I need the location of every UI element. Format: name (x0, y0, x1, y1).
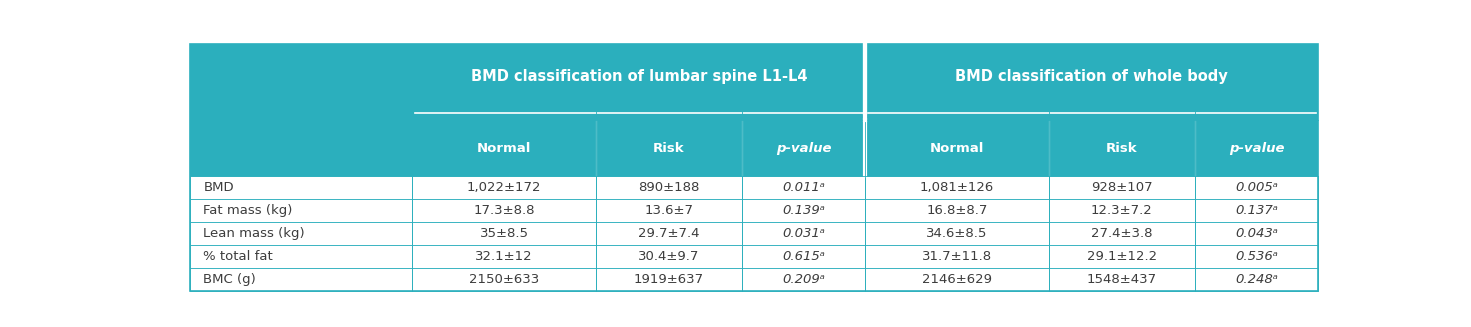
Bar (741, 245, 865, 268)
Text: 0.248ᵃ: 0.248ᵃ (1236, 273, 1278, 286)
Text: 16.8±8.7: 16.8±8.7 (927, 204, 987, 217)
Text: 0.043ᵃ: 0.043ᵃ (1236, 227, 1278, 240)
Bar (190, 245, 412, 268)
Bar (1194, 177, 1318, 199)
Bar (412, 44, 865, 120)
Bar (190, 177, 412, 199)
Bar (596, 245, 741, 268)
Bar (412, 268, 596, 291)
Bar (741, 222, 865, 245)
Bar (741, 199, 865, 222)
Bar (412, 245, 596, 268)
Text: 0.005ᵃ: 0.005ᵃ (1236, 181, 1278, 195)
Text: % total fat: % total fat (203, 250, 274, 263)
Bar (596, 177, 741, 199)
Text: Normal: Normal (930, 142, 984, 155)
Text: 0.209ᵃ: 0.209ᵃ (783, 273, 825, 286)
Text: 1,022±172: 1,022±172 (466, 181, 541, 195)
Text: 1919±637: 1919±637 (634, 273, 705, 286)
Bar (741, 177, 865, 199)
Bar (596, 268, 741, 291)
Bar (865, 245, 1049, 268)
Bar (865, 268, 1049, 291)
Bar (412, 199, 596, 222)
Bar (1194, 268, 1318, 291)
Text: 13.6±7: 13.6±7 (644, 204, 693, 217)
Bar (741, 120, 865, 177)
Text: 35±8.5: 35±8.5 (480, 227, 528, 240)
Text: Lean mass (kg): Lean mass (kg) (203, 227, 304, 240)
Text: 27.4±3.8: 27.4±3.8 (1091, 227, 1153, 240)
Bar (596, 120, 741, 177)
Bar (1194, 222, 1318, 245)
Bar (741, 268, 865, 291)
Text: 12.3±7.2: 12.3±7.2 (1091, 204, 1153, 217)
Bar (412, 222, 596, 245)
Text: Risk: Risk (653, 142, 684, 155)
Bar (1049, 222, 1194, 245)
Text: BMC (g): BMC (g) (203, 273, 256, 286)
Bar (1194, 245, 1318, 268)
Text: BMD: BMD (203, 181, 234, 195)
Text: 34.6±8.5: 34.6±8.5 (927, 227, 987, 240)
Text: 0.031ᵃ: 0.031ᵃ (783, 227, 825, 240)
Text: 0.615ᵃ: 0.615ᵃ (783, 250, 825, 263)
Text: 0.536ᵃ: 0.536ᵃ (1236, 250, 1278, 263)
Bar (1049, 199, 1194, 222)
Bar (1049, 245, 1194, 268)
Text: 32.1±12: 32.1±12 (475, 250, 533, 263)
Bar (865, 177, 1049, 199)
Text: 0.139ᵃ: 0.139ᵃ (783, 204, 825, 217)
Bar (1194, 199, 1318, 222)
Text: p-value: p-value (1228, 142, 1284, 155)
Text: p-value: p-value (775, 142, 831, 155)
Text: 1548±437: 1548±437 (1087, 273, 1156, 286)
Text: 2146±629: 2146±629 (922, 273, 991, 286)
Text: 31.7±11.8: 31.7±11.8 (922, 250, 991, 263)
Text: 29.7±7.4: 29.7±7.4 (638, 227, 700, 240)
Bar (190, 44, 412, 120)
Text: BMD classification of lumbar spine L1-L4: BMD classification of lumbar spine L1-L4 (471, 68, 808, 83)
Bar (1194, 120, 1318, 177)
Bar (1049, 177, 1194, 199)
Text: 29.1±12.2: 29.1±12.2 (1087, 250, 1156, 263)
Bar (190, 268, 412, 291)
Text: BMD classification of whole body: BMD classification of whole body (955, 68, 1228, 83)
Text: 0.137ᵃ: 0.137ᵃ (1236, 204, 1278, 217)
Text: Risk: Risk (1106, 142, 1137, 155)
Bar (412, 177, 596, 199)
Bar (412, 120, 596, 177)
Text: 30.4±9.7: 30.4±9.7 (638, 250, 700, 263)
Bar (1049, 120, 1194, 177)
Bar (190, 222, 412, 245)
Text: 2150±633: 2150±633 (469, 273, 540, 286)
Text: 928±107: 928±107 (1091, 181, 1153, 195)
Bar (1049, 268, 1194, 291)
Text: 890±188: 890±188 (638, 181, 700, 195)
Bar (596, 199, 741, 222)
Bar (596, 222, 741, 245)
Text: Normal: Normal (477, 142, 531, 155)
Bar (190, 199, 412, 222)
Text: 0.011ᵃ: 0.011ᵃ (783, 181, 825, 195)
Text: 17.3±8.8: 17.3±8.8 (474, 204, 535, 217)
Bar (865, 120, 1049, 177)
Text: Fat mass (kg): Fat mass (kg) (203, 204, 293, 217)
Text: 1,081±126: 1,081±126 (919, 181, 994, 195)
Bar (865, 199, 1049, 222)
Bar (865, 44, 1318, 120)
Bar (865, 222, 1049, 245)
Bar (190, 120, 412, 177)
